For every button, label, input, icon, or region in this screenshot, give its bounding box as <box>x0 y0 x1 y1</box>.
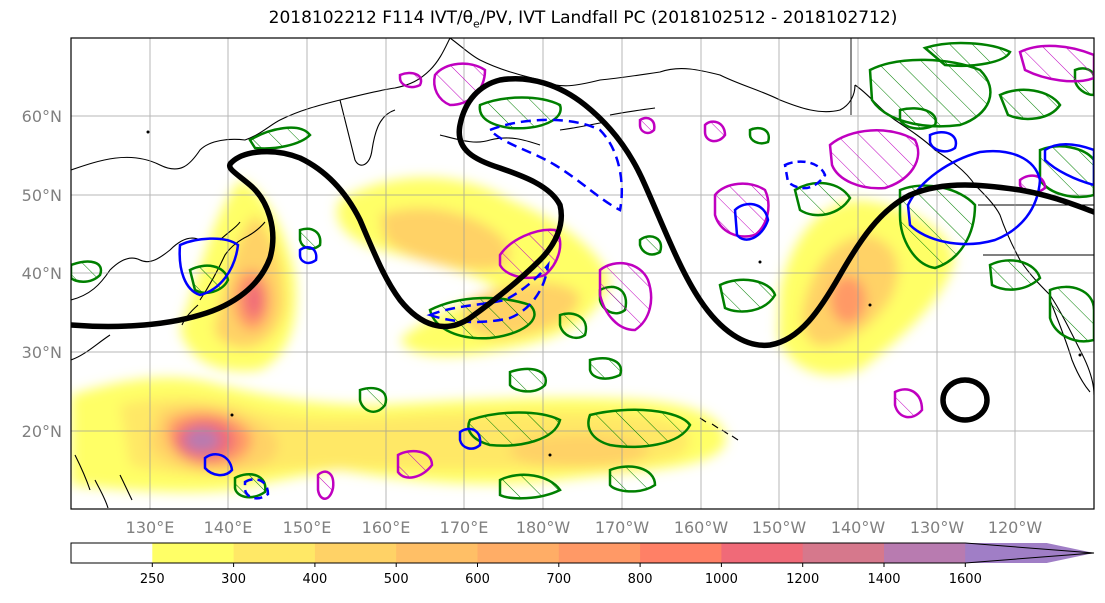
colorbar-segment <box>884 543 966 563</box>
lon-label-170w: 170°W <box>595 518 650 537</box>
colorbar-label: 500 <box>384 572 409 587</box>
colorbar-segment <box>477 543 560 563</box>
colorbar-segment <box>71 543 153 563</box>
colorbar-segment <box>640 543 722 563</box>
colorbar-label: 600 <box>465 572 490 587</box>
colorbar-segment <box>314 543 397 563</box>
lon-label-150e: 150°E <box>283 518 332 537</box>
lon-label-120w: 120°W <box>988 518 1043 537</box>
ivt-band-south-3 <box>150 406 650 473</box>
colorbar: 250 300 400 500 600 700 800 1000 1200 1400 1600 <box>70 542 1095 587</box>
lat-label-30: 30°N <box>22 343 62 362</box>
lon-label-150w: 150°W <box>752 518 807 537</box>
colorbar-label: 1200 <box>786 572 819 587</box>
lon-label-180w: 180°W <box>516 518 571 537</box>
colorbar-segment <box>558 543 641 563</box>
ivt-plume-east-core <box>830 276 866 324</box>
lat-label-50: 50°N <box>22 186 62 205</box>
lon-label-170e: 170°E <box>440 518 489 537</box>
colorbar-label: 400 <box>302 572 327 587</box>
colorbar-label: 800 <box>628 572 653 587</box>
lon-label-130e: 130°E <box>126 518 175 537</box>
small-features <box>146 130 1082 457</box>
coastlines <box>71 38 1094 509</box>
map-layers <box>71 38 1094 509</box>
colorbar-segment <box>721 543 804 563</box>
colorbar-segment <box>233 543 316 563</box>
colorbar-segment <box>802 543 885 563</box>
coast-alaska <box>449 38 856 113</box>
ivt-core-south-3 <box>184 428 220 452</box>
coast-hawaii <box>699 417 739 441</box>
lon-label-140w: 140°W <box>831 518 886 537</box>
lon-label-140e: 140°E <box>204 518 253 537</box>
coast-china <box>71 237 201 361</box>
colorbar-label: 1400 <box>867 572 900 587</box>
map-frame <box>70 37 1095 510</box>
latitude-labels: 60°N 50°N 40°N 30°N 20°N <box>22 107 62 441</box>
lon-label-160e: 160°E <box>362 518 411 537</box>
page-title: 2018102212 F114 IVT/θe/PV, IVT Landfall … <box>268 8 898 31</box>
theta-e-contours <box>71 41 1094 500</box>
colorbar-segment <box>152 543 235 563</box>
lat-label-40: 40°N <box>22 264 62 283</box>
ivt-pc-contours <box>178 118 1094 500</box>
lat-label-60: 60°N <box>22 107 62 126</box>
lon-label-130w: 130°W <box>910 518 965 537</box>
longitude-labels: 130°E 140°E 150°E 160°E 170°E 180°W 170°… <box>126 518 1043 537</box>
colorbar-segment <box>396 543 478 563</box>
colorbar-outline <box>70 542 1095 564</box>
colorbar-extend-arrow <box>965 543 1094 563</box>
colorbar-label: 1600 <box>949 572 982 587</box>
colorbar-label: 700 <box>546 572 571 587</box>
colorbar-label: 250 <box>140 572 165 587</box>
lon-label-160w: 160°W <box>674 518 729 537</box>
colorbar-label: 300 <box>221 572 246 587</box>
lat-label-20: 20°N <box>22 422 62 441</box>
coast-philippines <box>74 454 133 509</box>
pv-black-contour <box>71 76 1094 423</box>
colorbar-label: 1000 <box>705 572 738 587</box>
coast-kamchatka <box>339 99 396 166</box>
